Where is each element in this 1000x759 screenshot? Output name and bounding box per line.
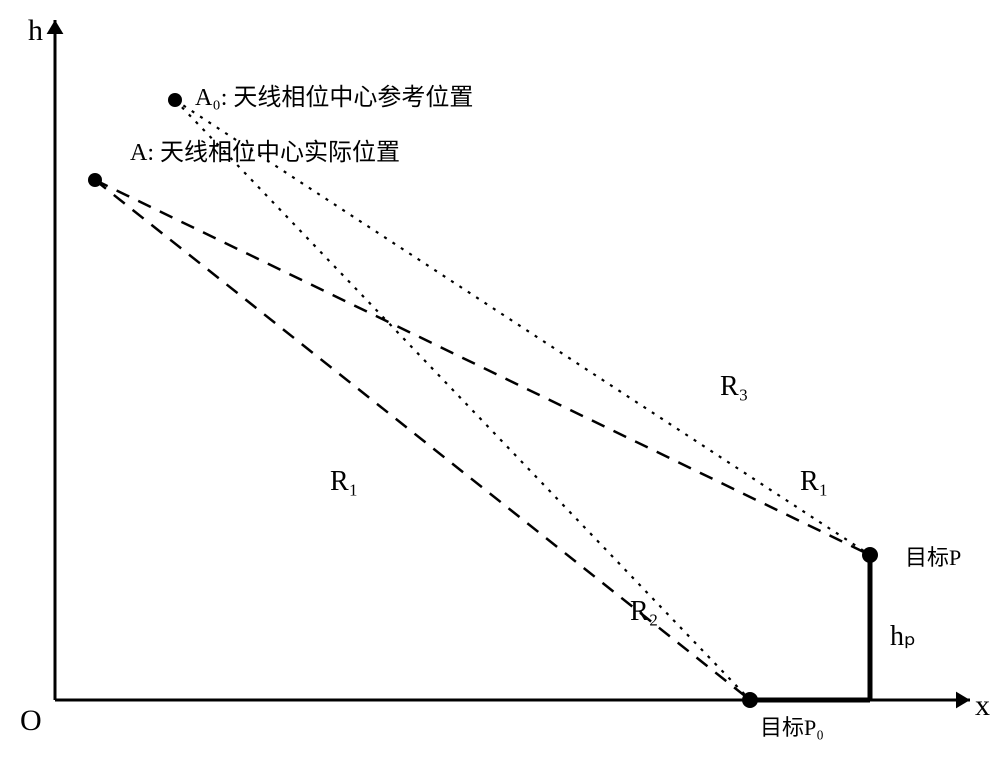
x-axis-arrow — [956, 692, 970, 709]
y-axis-label: h — [28, 14, 43, 47]
label-R3: R₃ — [720, 371, 748, 402]
origin-label: O — [20, 704, 42, 737]
point-P0 — [742, 692, 758, 708]
label-R1_mid: R₁ — [330, 466, 358, 497]
dotted-A0_P — [175, 100, 870, 555]
label-hP: hₚ — [890, 621, 916, 652]
point-label-A0: A₀: 天线相位中心参考位置 — [195, 84, 473, 111]
point-A0 — [168, 93, 182, 107]
label-R1_upper: R₁ — [800, 466, 828, 497]
dashed-A_P — [95, 180, 870, 555]
point-label-P: 目标P — [905, 545, 961, 570]
point-A — [88, 173, 102, 187]
y-axis-arrow — [47, 20, 64, 34]
point-label-P0: 目标P₀ — [760, 715, 824, 740]
point-label-A: A: 天线相位中心实际位置 — [130, 139, 400, 166]
label-R2: R₂ — [630, 596, 658, 627]
dotted-A0_P0 — [175, 100, 750, 700]
point-P — [862, 547, 878, 563]
x-axis-label: x — [975, 689, 990, 722]
